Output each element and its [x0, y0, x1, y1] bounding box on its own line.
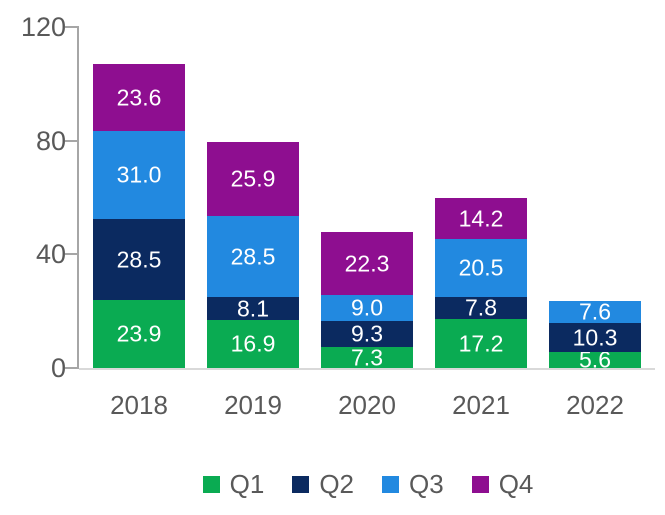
bar-segment-2020-q2: 9.3 [321, 321, 413, 347]
bar-segment-2018-q4: 23.6 [93, 64, 185, 131]
legend-swatch-q4 [471, 475, 489, 493]
bar-value-label: 5.6 [579, 346, 611, 373]
bar-segment-2020-q4: 22.3 [321, 232, 413, 295]
bar-segment-2022-q1: 5.6 [549, 348, 641, 371]
bar-value-label: 25.9 [230, 165, 276, 192]
bar-value-label: 31.0 [116, 161, 162, 188]
bar-segment-2018-q2: 28.5 [93, 219, 185, 300]
legend-label-q1: Q1 [229, 468, 265, 499]
legend-item-q4: Q4 [471, 468, 534, 500]
bar-segment-2022-q3: 7.6 [549, 298, 641, 325]
bar-segment-2019-q4: 25.9 [207, 142, 299, 216]
bar-value-label: 28.5 [116, 246, 162, 272]
legend-label-q4: Q4 [498, 468, 534, 499]
y-axis-line [77, 26, 79, 369]
x-category-label-2021: 2021 [452, 390, 510, 420]
bar-segment-2020-q1: 7.3 [321, 344, 413, 370]
bar-value-label: 14.2 [458, 205, 504, 231]
y-tick-mark [65, 26, 77, 28]
bar-value-label: 20.5 [458, 254, 504, 281]
bar-segment-2020-q3: 9.0 [321, 295, 413, 321]
bar-value-label: 17.2 [458, 330, 504, 356]
legend-item-q1: Q1 [202, 468, 265, 500]
x-category-label-2022: 2022 [566, 390, 624, 420]
bar-segment-2019-q2: 8.1 [207, 297, 299, 320]
bar-segment-2019-q3: 28.5 [207, 216, 299, 297]
y-tick-label: 80 [35, 125, 66, 156]
legend-swatch-q1 [202, 475, 220, 493]
bar-segment-2021-q3: 20.5 [435, 239, 527, 297]
x-category-label-2019: 2019 [224, 390, 282, 420]
legend-label-q3: Q3 [409, 468, 444, 499]
bar-value-label: 28.5 [230, 243, 276, 269]
bar-value-label: 7.3 [351, 344, 383, 370]
legend-item-q2: Q2 [292, 469, 354, 500]
legend-label-q2: Q2 [319, 468, 354, 499]
legend-swatch-q2 [292, 475, 310, 493]
legend-item-q3: Q3 [382, 469, 444, 500]
bar-value-label: 16.9 [230, 330, 276, 357]
bar-value-label: 8.1 [237, 295, 269, 321]
x-category-label-2020: 2020 [338, 390, 396, 420]
legend-swatch-q3 [382, 475, 399, 493]
y-tick-label: 40 [35, 239, 66, 270]
y-tick-label: 120 [20, 12, 66, 42]
x-axis-line [79, 368, 655, 370]
y-tick-mark [65, 253, 77, 256]
bar-value-label: 7.6 [579, 298, 611, 325]
y-tick-mark [65, 367, 77, 369]
bar-value-label: 9.3 [351, 320, 383, 347]
bar-value-label: 9.0 [351, 294, 383, 321]
x-category-label-2018: 2018 [110, 390, 168, 420]
bar-segment-2022-q2: 10.3 [549, 323, 641, 352]
bar-value-label: 7.8 [465, 294, 497, 321]
bar-value-label: 23.9 [116, 320, 162, 347]
bar-segment-2018-q3: 31.0 [93, 131, 185, 219]
y-tick-label: 0 [50, 353, 66, 383]
bar-value-label: 10.3 [572, 324, 618, 350]
bar-segment-2021-q1: 17.2 [435, 319, 527, 368]
bar-segment-2021-q4: 14.2 [435, 198, 527, 239]
legend: Q1 Q2 Q3 Q4 [80, 468, 656, 500]
bar-value-label: 23.6 [116, 84, 162, 110]
bar-segment-2019-q1: 16.9 [207, 320, 299, 368]
bar-segment-2021-q2: 7.8 [435, 294, 527, 321]
bar-value-label: 22.3 [344, 250, 390, 276]
bar-segment-2018-q1: 23.9 [93, 300, 185, 368]
y-tick-mark [65, 139, 77, 142]
